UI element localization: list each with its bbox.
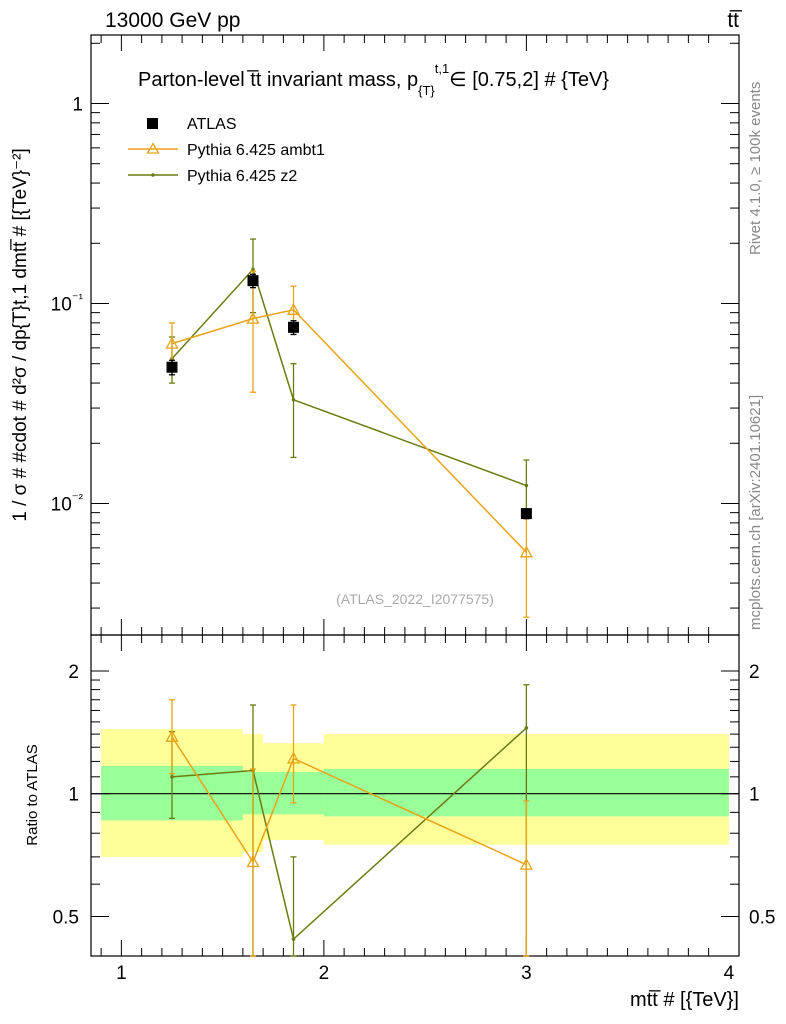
- series-line-ambt1: [171, 308, 527, 553]
- data-point-z2: [170, 775, 174, 779]
- y-tick-label-right: 0.5: [749, 907, 775, 928]
- legend-marker-z2: [151, 173, 155, 177]
- series-line-z2: [171, 267, 527, 487]
- x-axis-label: mtt̅ # [{TeV}]: [630, 989, 739, 1011]
- data-point-atlas: [166, 361, 178, 373]
- y-tick-label: 2: [68, 662, 79, 683]
- y-tick-label-right: 1: [749, 785, 760, 806]
- ratio-panel: 1 2 3 4 0.5 0.5 1 1 2 2 Ratio to ATLAS mtt̅ # [{T…: [24, 634, 775, 1011]
- main-ylabel: 1 / σ # #cdot # d²σ / dp{T}t,1 dmtt̅ # […: [10, 148, 31, 522]
- y-tick-label: 10⁻¹: [51, 290, 84, 315]
- x-tick-label: 3: [521, 963, 532, 984]
- y-tick-label: 1: [68, 785, 79, 806]
- data-point-z2: [251, 267, 255, 272]
- x-tick-label: 1: [116, 963, 127, 984]
- data-point-z2: [524, 483, 529, 488]
- main-axis-ticks: 1 10⁻¹ 10⁻²: [51, 35, 739, 635]
- data-point-z2: [524, 726, 529, 730]
- data-point-ambt1: [286, 751, 301, 764]
- legend: ATLAS Pythia 6.425 ambt1 Pythia 6.425 z2: [128, 116, 325, 185]
- data-point-ambt1: [246, 311, 260, 324]
- data-point-ambt1: [519, 857, 533, 870]
- data-point-atlas: [247, 275, 259, 287]
- analysis-watermark: (ATLAS_2022_I2077575): [336, 591, 494, 607]
- legend-label-atlas: ATLAS: [187, 116, 237, 133]
- y-tick-label: 10⁻²: [51, 490, 84, 515]
- mcplots-label: mcplots.cern.ch [arXiv:2401.10621]: [747, 395, 764, 630]
- y-tick-label-right: 2: [749, 662, 760, 683]
- x-tick-label: 4: [724, 963, 735, 984]
- ratio-axis-ticks: 1 2 3 4 0.5 0.5 1 1 2 2: [53, 635, 775, 984]
- header-process-label: tt̅: [727, 9, 743, 32]
- data-point-ambt1: [165, 729, 179, 742]
- y-tick-label: 1: [72, 94, 83, 115]
- data-point-ambt1: [246, 855, 260, 868]
- data-point-ambt1: [519, 545, 533, 558]
- legend-label-ambt1: Pythia 6.425 ambt1: [187, 142, 325, 159]
- header-collision-label: 13000 GeV pp: [105, 9, 240, 32]
- data-point-atlas: [520, 508, 532, 520]
- x-tick-label: 2: [319, 963, 330, 984]
- ratio-ylabel: Ratio to ATLAS: [24, 744, 41, 845]
- legend-marker-ambt1: [146, 142, 160, 154]
- main-panel: 1 10⁻¹ 10⁻² Parton-level t̅t invariant mas…: [10, 34, 740, 636]
- main-title: Parton-level t̅t invariant mass, p{T}t,1…: [138, 61, 609, 98]
- data-point-ambt1: [286, 302, 301, 315]
- series-line-ambt1: [171, 736, 527, 866]
- y-tick-label: 0.5: [53, 907, 79, 928]
- legend-label-z2: Pythia 6.425 z2: [187, 168, 297, 185]
- series-line-z2: [171, 727, 527, 941]
- data-point-z2: [291, 937, 296, 941]
- data-point-atlas: [288, 321, 299, 333]
- rivet-label: Rivet 4.1.0, ≥ 100k events: [747, 82, 764, 255]
- ratio-frame: [90, 634, 740, 957]
- legend-marker-atlas: [147, 118, 158, 129]
- data-point-ambt1: [165, 336, 179, 349]
- data-point-z2: [291, 397, 296, 402]
